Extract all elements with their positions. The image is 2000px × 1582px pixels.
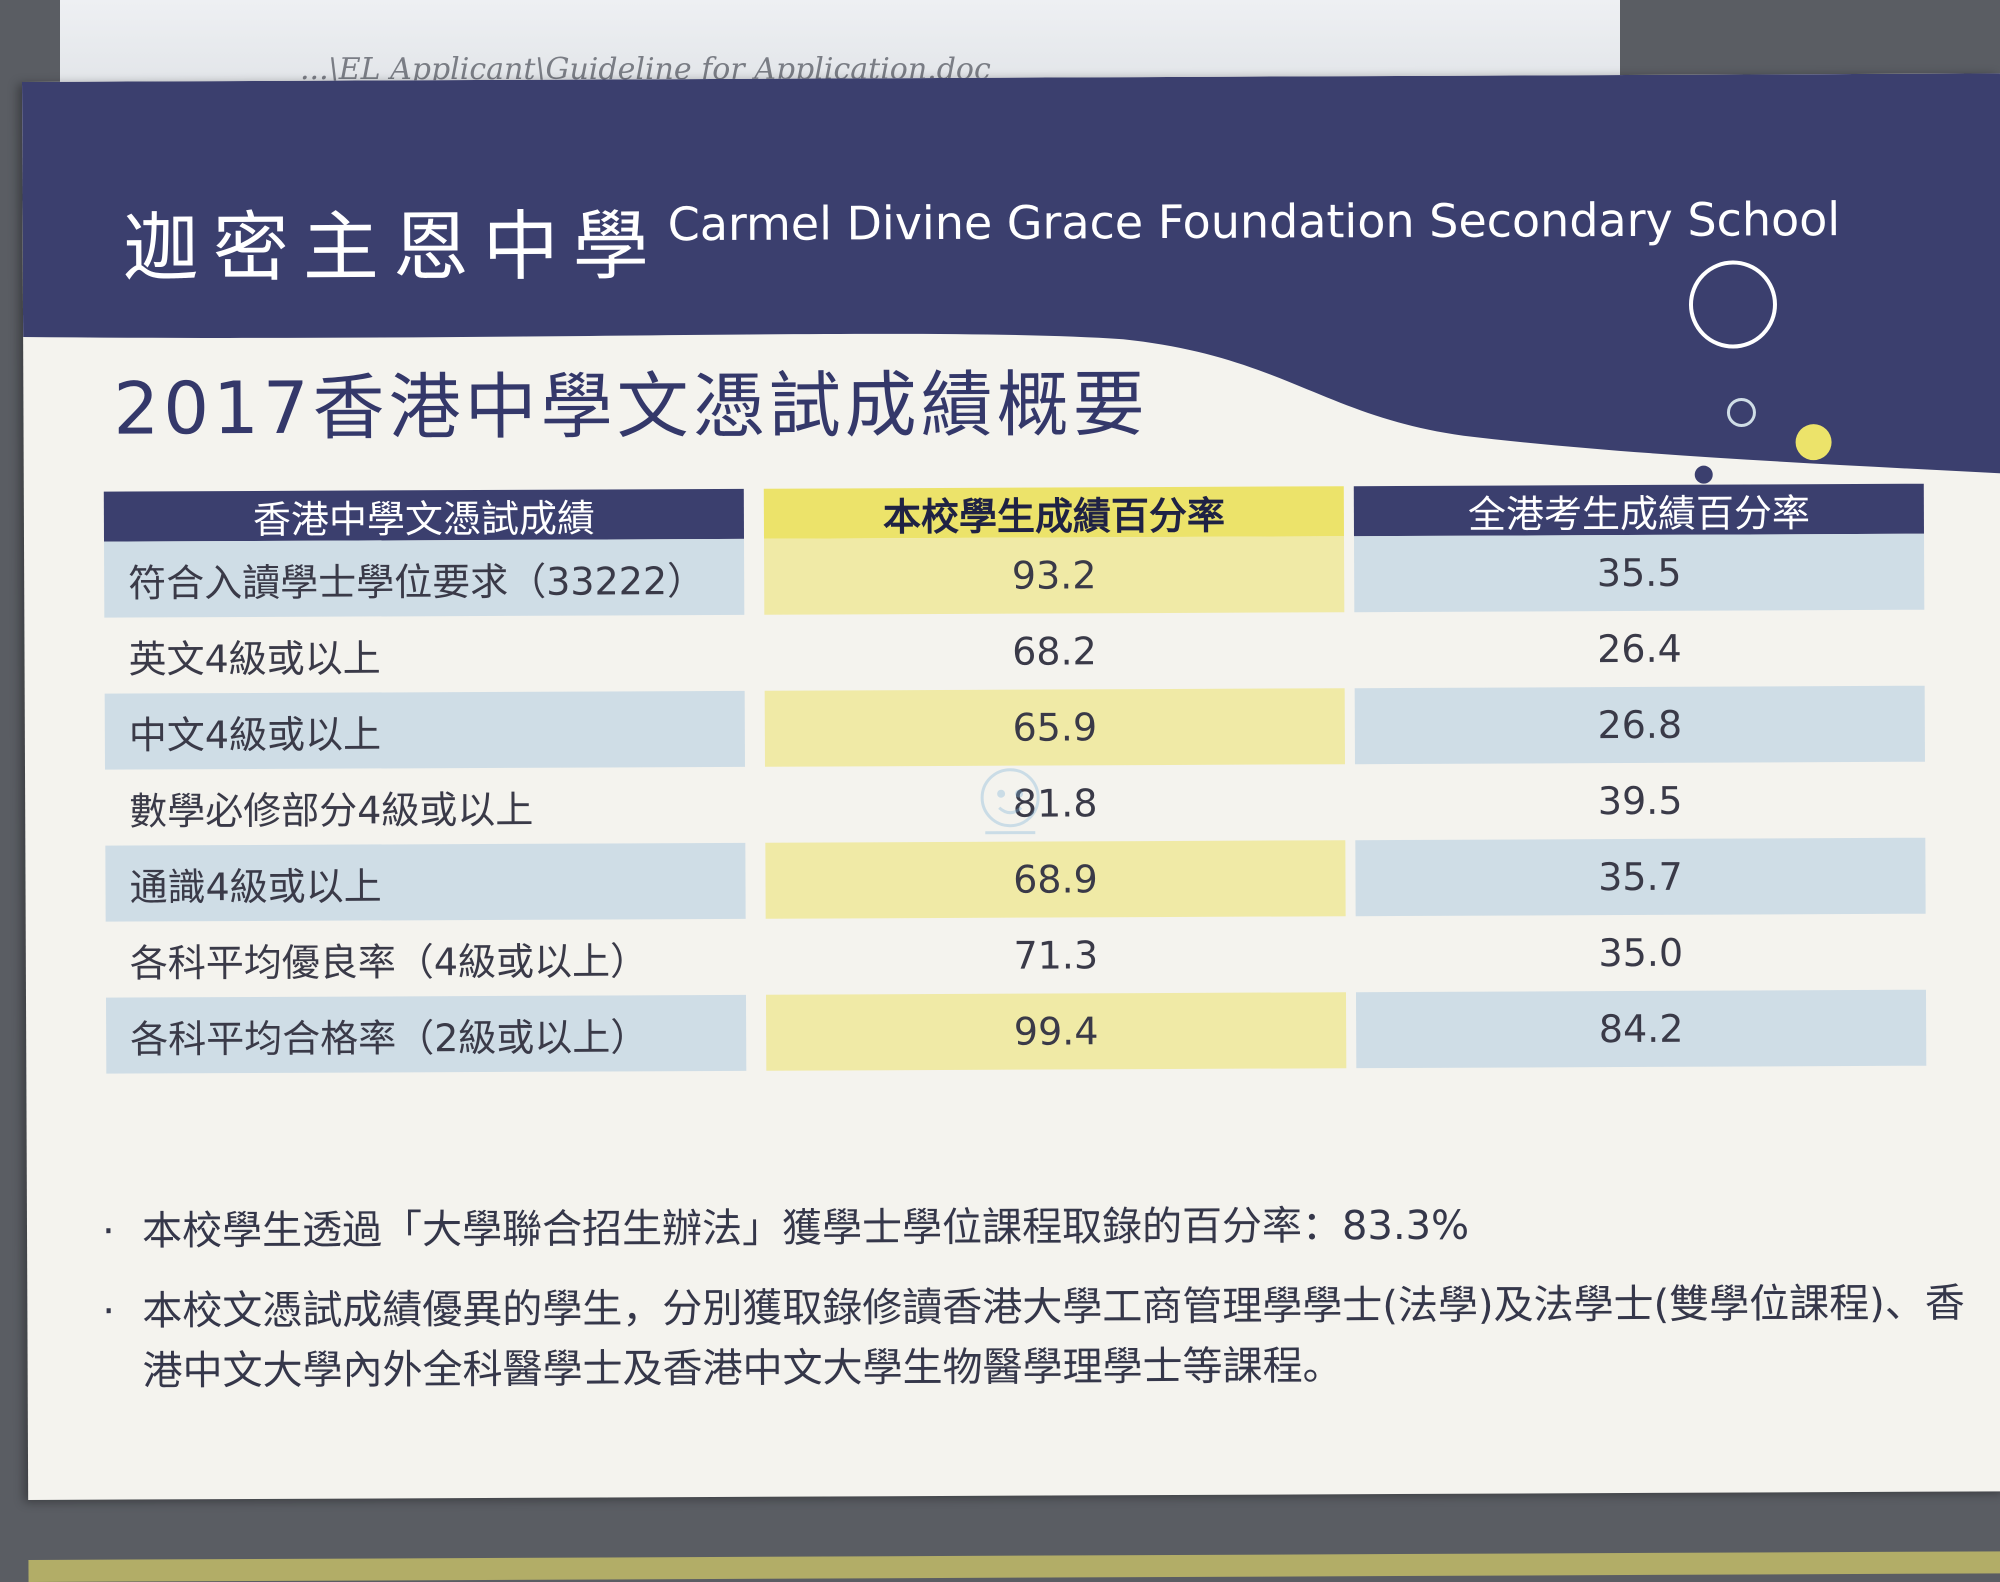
header-hk-rate: 全港考生成績百分率 [1353, 483, 1924, 536]
decor-ring-large [1688, 260, 1777, 349]
row-label: 符合入讀學士學位要求（33222） [104, 538, 745, 618]
table-row: 符合入讀學士學位要求（33222） 93.2 35.5 [104, 533, 1925, 618]
decor-dot-yellow [1795, 424, 1832, 461]
watermark-mascot-icon [980, 768, 1040, 835]
row-school-value: 68.9 [765, 840, 1346, 919]
decor-ring-small [1726, 398, 1756, 428]
notes-section: · 本校學生透過「大學聯合招生辦法」獲學士學位課程取錄的百分率：83.3% · … [102, 1193, 1983, 1421]
bullet-dot: · [102, 1288, 116, 1335]
table-row: 各科平均優良率（4級或以上） 71.3 35.0 [106, 914, 1926, 998]
row-hk-value: 26.8 [1354, 685, 1925, 765]
note-text: 本校文憑試成績優異的學生，分別獲取錄修讀香港大學工商管理學學士(法學)及法學士(… [142, 1280, 1965, 1395]
table-row: 各科平均合格率（2級或以上） 99.4 84.2 [105, 989, 1927, 1074]
decor-dot-navy [1694, 465, 1713, 484]
row-label: 通識4級或以上 [105, 842, 746, 922]
bottom-accent-strip [28, 1551, 2000, 1582]
note-item: · 本校文憑試成績優異的學生，分別獲取錄修讀香港大學工商管理學學士(法學)及法學… [102, 1273, 1983, 1401]
row-label: 各科平均合格率（2級或以上） [105, 994, 747, 1074]
note-item: · 本校學生透過「大學聯合招生辦法」獲學士學位課程取錄的百分率：83.3% [102, 1193, 1982, 1261]
row-hk-value: 84.2 [1355, 989, 1927, 1069]
note-text: 本校學生透過「大學聯合招生辦法」獲學士學位課程取錄的百分率：83.3% [141, 1202, 1470, 1255]
row-hk-value: 35.7 [1355, 837, 1926, 917]
row-hk-value: 26.4 [1597, 626, 1682, 672]
table-row: 英文4級或以上 68.2 26.4 [104, 610, 1924, 694]
school-name-english: Carmel Divine Grace Foundation Secondary… [667, 192, 1841, 252]
row-hk-value: 39.5 [1597, 778, 1683, 824]
row-label: 數學必修部分4級或以上 [129, 787, 534, 834]
row-school-value: 71.3 [1013, 933, 1099, 978]
row-school-value: 99.4 [765, 992, 1347, 1071]
row-hk-value: 35.5 [1353, 533, 1925, 613]
table-header-row: 香港中學文憑試成績 本校學生成績百分率 全港考生成績百分率 [103, 483, 1924, 542]
report-title: 2017香港中學文憑試成績概要 [113, 362, 1149, 451]
bullet-dot: · [101, 1208, 115, 1255]
row-label: 英文4級或以上 [128, 635, 381, 682]
school-results-card: 迦密主恩中學 Carmel Divine Grace Foundation Se… [22, 73, 2000, 1582]
row-hk-value: 35.0 [1598, 930, 1684, 976]
header-category: 香港中學文憑試成績 [103, 488, 745, 542]
row-label: 中文4級或以上 [104, 690, 745, 770]
school-name-chinese: 迦密主恩中學 [122, 201, 663, 293]
row-label: 各科平均優良率（4級或以上） [129, 938, 649, 986]
header-school-rate: 本校學生成績百分率 [763, 486, 1344, 539]
row-school-value: 93.2 [764, 536, 1345, 615]
row-school-value: 65.9 [764, 688, 1345, 767]
row-school-value: 68.2 [1012, 629, 1097, 674]
header-banner [22, 73, 2000, 484]
banner-wave-shape [22, 73, 2000, 474]
